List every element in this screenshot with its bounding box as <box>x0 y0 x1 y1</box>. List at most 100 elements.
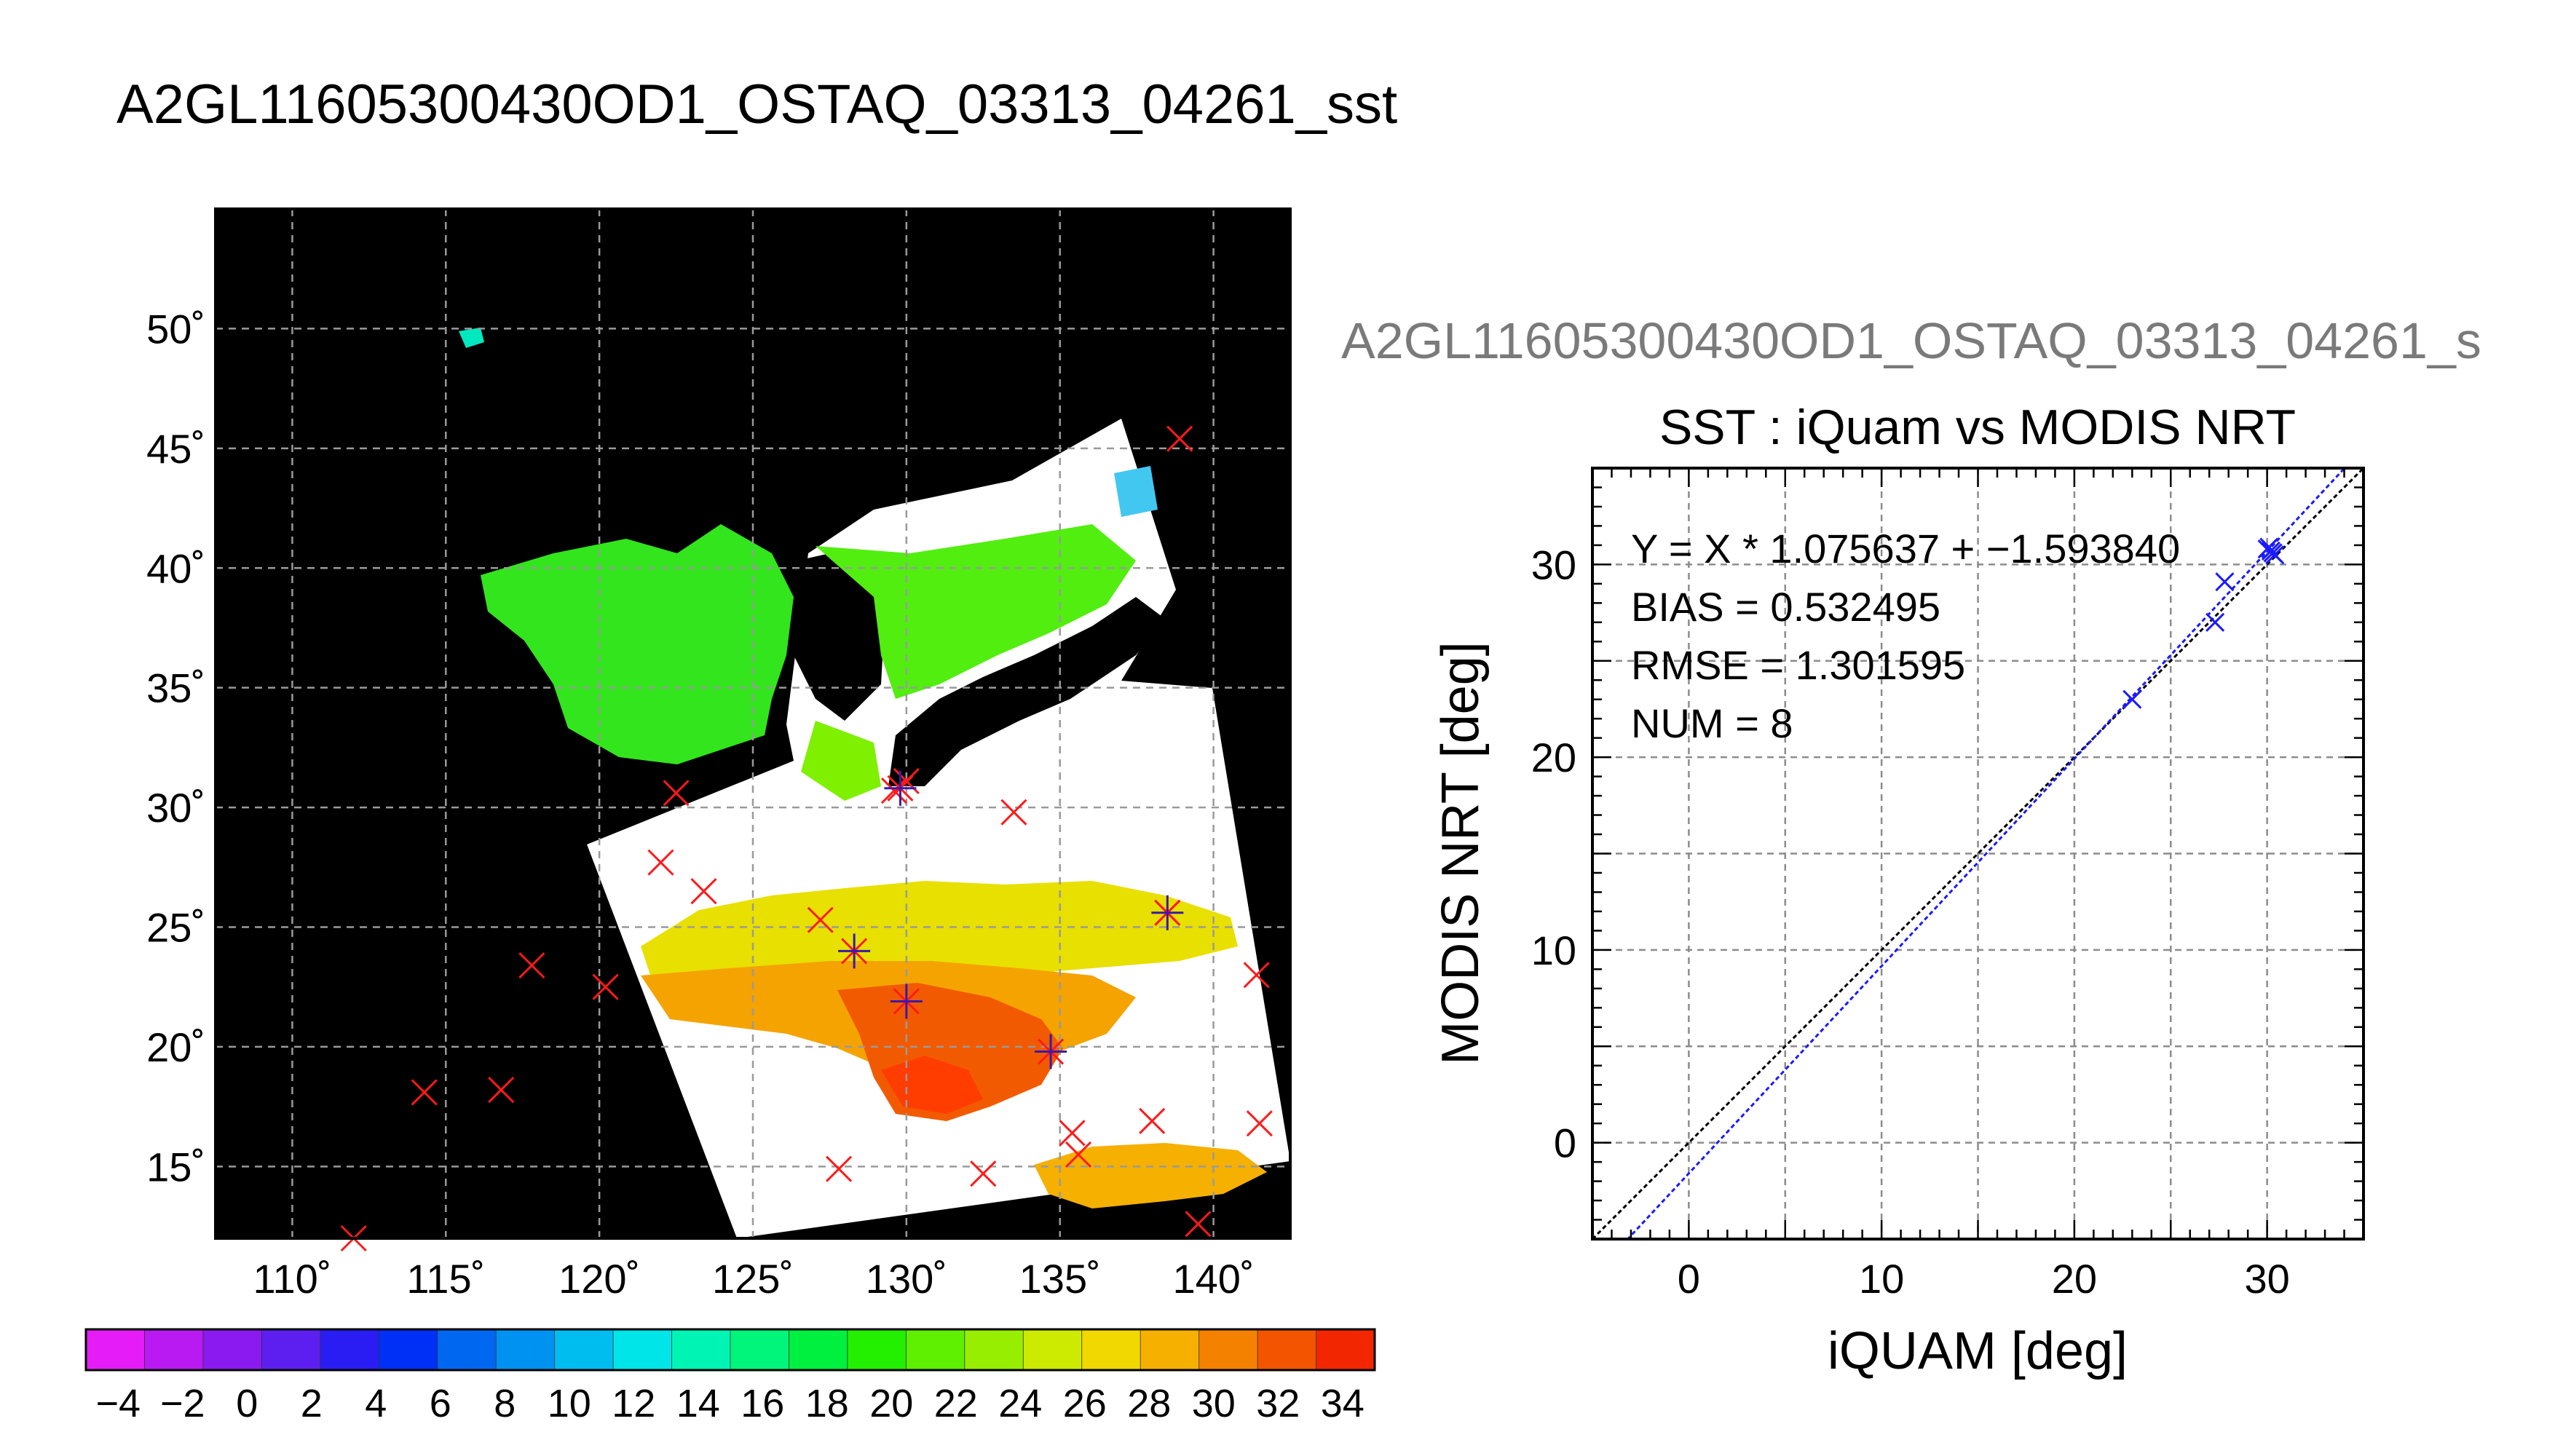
scatter-x-tick-labels: 0 10 20 30 <box>1678 1256 2290 1302</box>
marker-stroke <box>488 1077 515 1104</box>
marker-stroke <box>1065 1141 1092 1168</box>
point-stroke <box>2215 572 2235 592</box>
land-korea <box>779 553 885 721</box>
point-stroke <box>2205 612 2225 632</box>
point-stroke <box>2122 689 2142 709</box>
iquam-marker <box>1139 1107 1166 1134</box>
map-y-tick-label: 45˚ <box>146 426 205 472</box>
colorbar-cell <box>964 1329 1024 1371</box>
iquam-marker <box>1166 425 1193 452</box>
marker-stroke <box>592 973 619 1000</box>
colorbar-label: 20 <box>869 1382 913 1425</box>
scatter-point <box>2205 612 2225 632</box>
land-mainland <box>216 209 801 1238</box>
map-markers <box>340 425 1273 1252</box>
iquam-marker <box>970 1160 997 1187</box>
map-x-tick-label: 120˚ <box>558 1256 640 1302</box>
colorbar-label: 10 <box>548 1382 591 1425</box>
colorbar-cell <box>671 1329 732 1371</box>
colorbar-cell <box>1022 1329 1083 1371</box>
map-y-tick-label: 15˚ <box>146 1144 205 1190</box>
main-title: A2GL11605300430OD1_OSTAQ_03313_04261_sst <box>117 74 1398 135</box>
scatter-header: A2GL11605300430OD1_OSTAQ_03313_04261_s <box>1341 312 2481 369</box>
colorbar-cells <box>85 1329 1375 1371</box>
sst-fragment-ne <box>1114 466 1158 517</box>
colorbar-label: 26 <box>1063 1382 1107 1425</box>
sst-fragment-north <box>459 328 484 348</box>
colorbar-label: 0 <box>236 1382 258 1425</box>
map-y-tick-labels: 15˚ 20˚ 25˚ 30˚ 35˚ 40˚ 45˚ 50˚ <box>146 306 205 1190</box>
sst-orange-south <box>1034 1143 1267 1208</box>
colorbar-label: 18 <box>805 1382 849 1425</box>
scatter-points <box>2122 537 2285 709</box>
colorbar-cell <box>1257 1329 1317 1371</box>
colorbar-frame <box>84 1328 1376 1372</box>
scatter-plot: A2GL11605300430OD1_OSTAQ_03313_04261_s S… <box>1341 312 2481 1380</box>
map-x-tick-label: 130˚ <box>866 1256 947 1302</box>
colorbar-cell <box>320 1329 380 1371</box>
map-y-tick-label: 35˚ <box>146 665 205 711</box>
colorbar-cell <box>789 1329 848 1371</box>
colorbar-cell <box>1081 1329 1142 1371</box>
sst-map: 110˚ 115˚ 120˚ 125˚ 130˚ 135˚ 140˚ 15˚ 20˚ 25˚ 30… <box>146 207 1292 1302</box>
map-y-tick-label: 20˚ <box>146 1024 205 1070</box>
colorbar-label: 2 <box>301 1382 323 1425</box>
scatter-ylabel: MODIS NRT [deg] <box>1431 641 1490 1065</box>
map-y-tick-label: 25˚ <box>146 905 205 951</box>
marker-stroke <box>647 849 674 876</box>
scatter-y-tick-label: 20 <box>1531 735 1576 780</box>
map-x-tick-label: 110˚ <box>253 1256 331 1302</box>
iquam-marker <box>1246 1110 1273 1137</box>
map-y-tick-label: 30˚ <box>146 785 205 831</box>
iquam-marker <box>826 1155 853 1182</box>
scatter-annotation: RMSE = 1.301595 <box>1631 642 1965 688</box>
map-x-tick-label: 115˚ <box>406 1256 485 1302</box>
marker-stroke <box>663 780 690 807</box>
iquam-marker <box>592 973 619 1000</box>
matched-marker <box>1151 895 1184 930</box>
iquam-marker <box>411 1079 438 1106</box>
iquam-marker <box>1000 799 1027 826</box>
colorbar-cell <box>202 1329 263 1371</box>
colorbar-cell <box>847 1329 907 1371</box>
map-y-tick-label: 40˚ <box>146 545 205 591</box>
colorbar-cell <box>1316 1329 1375 1371</box>
scatter-point <box>2259 537 2279 557</box>
iquam-marker <box>880 778 908 804</box>
colorbar-cell <box>612 1329 673 1371</box>
iquam-marker <box>647 849 674 876</box>
colorbar-label: 16 <box>741 1382 784 1425</box>
scatter-y-tick-label: 0 <box>1554 1120 1576 1166</box>
marker-stroke <box>1059 1120 1086 1147</box>
scatter-annotation: BIAS = 0.532495 <box>1631 584 1940 630</box>
marker-stroke <box>807 906 834 933</box>
colorbar-label: 32 <box>1256 1382 1300 1425</box>
colorbar-cell <box>437 1329 497 1371</box>
sst-green-yellow-sea <box>481 524 794 764</box>
scatter-y-tick-labels: 0 10 20 30 <box>1531 542 1576 1166</box>
scatter-minor-ticks <box>1591 467 2365 1241</box>
scatter-x-tick-label: 30 <box>2244 1256 2289 1302</box>
point-stroke <box>2265 545 2285 565</box>
marker-stroke <box>518 952 545 979</box>
map-grid <box>216 209 1290 1238</box>
colorbar-label: 12 <box>612 1382 655 1425</box>
colorbar-label: −2 <box>160 1382 205 1425</box>
scatter-annotation: Y = X * 1.075637 + −1.593840 <box>1631 526 2180 571</box>
iquam-marker <box>518 952 545 979</box>
colorbar-labels: −4 −2 0 2 4 6 8 10 12 14 16 18 20 22 24 26 28 30 32 34 <box>95 1382 1364 1425</box>
iquam-marker <box>663 780 690 807</box>
matched-marker <box>890 984 923 1019</box>
matched-marker <box>1035 1034 1067 1069</box>
iquam-marker <box>690 878 717 905</box>
colorbar-cell <box>554 1329 615 1371</box>
colorbar-label: 30 <box>1192 1382 1236 1425</box>
scatter-annotations: Y = X * 1.075637 + −1.593840 BIAS = 0.532… <box>1631 526 2180 746</box>
matched-marker <box>838 933 871 969</box>
marker-stroke <box>1000 799 1027 826</box>
colorbar-label: −4 <box>95 1382 141 1425</box>
marker-stroke <box>826 1155 853 1182</box>
matched-marker <box>884 770 917 806</box>
sst-red-core-2 <box>881 1056 983 1114</box>
